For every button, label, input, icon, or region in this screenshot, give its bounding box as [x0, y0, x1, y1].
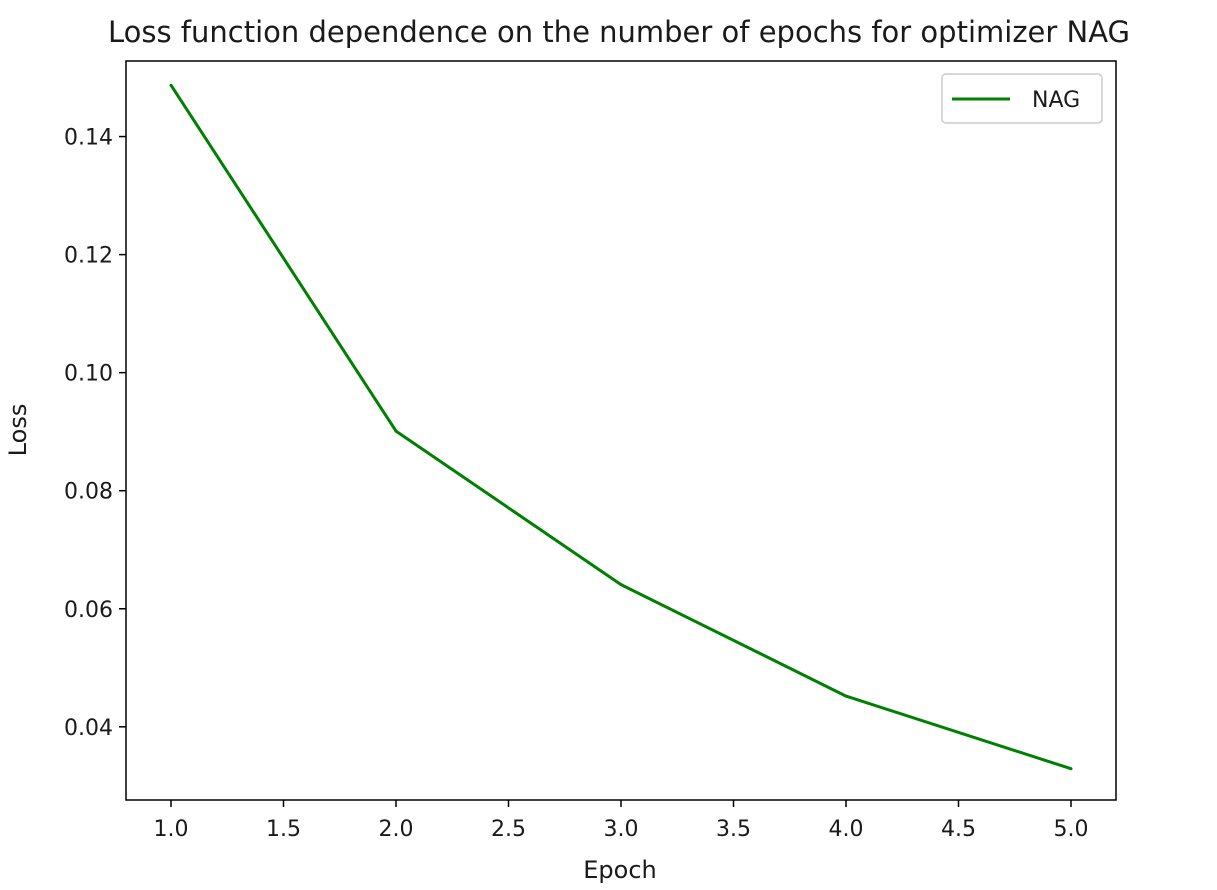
- plot-area-frame: [125, 60, 1117, 801]
- legend-box: [941, 73, 1103, 124]
- data-point: [619, 583, 623, 587]
- data-point: [169, 83, 173, 87]
- x-tick-label: 2.5: [491, 817, 526, 842]
- x-tick-label: 1.5: [266, 817, 301, 842]
- y-tick-label: 0.08: [64, 480, 113, 505]
- x-tick-label: 3.5: [716, 817, 751, 842]
- data-point: [394, 429, 398, 433]
- y-tick-label: 0.06: [64, 598, 113, 623]
- y-tick-label: 0.10: [64, 362, 113, 387]
- chart-title: Loss function dependence on the number o…: [108, 15, 1130, 49]
- x-tick-label: 4.5: [941, 817, 976, 842]
- y-axis-ticks: 0.04 0.06 0.08 0.10 0.12 0.14: [64, 126, 126, 741]
- legend-label-nag: NAG: [1032, 88, 1080, 113]
- y-tick-label: 0.12: [64, 244, 113, 269]
- x-tick-label: 4.0: [829, 817, 864, 842]
- y-tick-label: 0.14: [64, 126, 113, 151]
- x-tick-label: 2.0: [379, 817, 414, 842]
- x-axis-label: Epoch: [583, 856, 657, 884]
- y-axis-label: Loss: [4, 404, 32, 457]
- x-tick-label: 5.0: [1054, 817, 1089, 842]
- x-tick-label: 3.0: [604, 817, 639, 842]
- series-lines: [169, 83, 1073, 771]
- data-point: [844, 694, 848, 698]
- y-tick-label: 0.04: [64, 716, 113, 741]
- legend: NAG: [941, 73, 1103, 124]
- x-tick-label: 1.0: [154, 817, 189, 842]
- x-axis-ticks: 1.0 1.5 2.0 2.5 3.0 3.5 4.0 4.5 5.0: [154, 800, 1089, 842]
- data-point: [1069, 767, 1073, 771]
